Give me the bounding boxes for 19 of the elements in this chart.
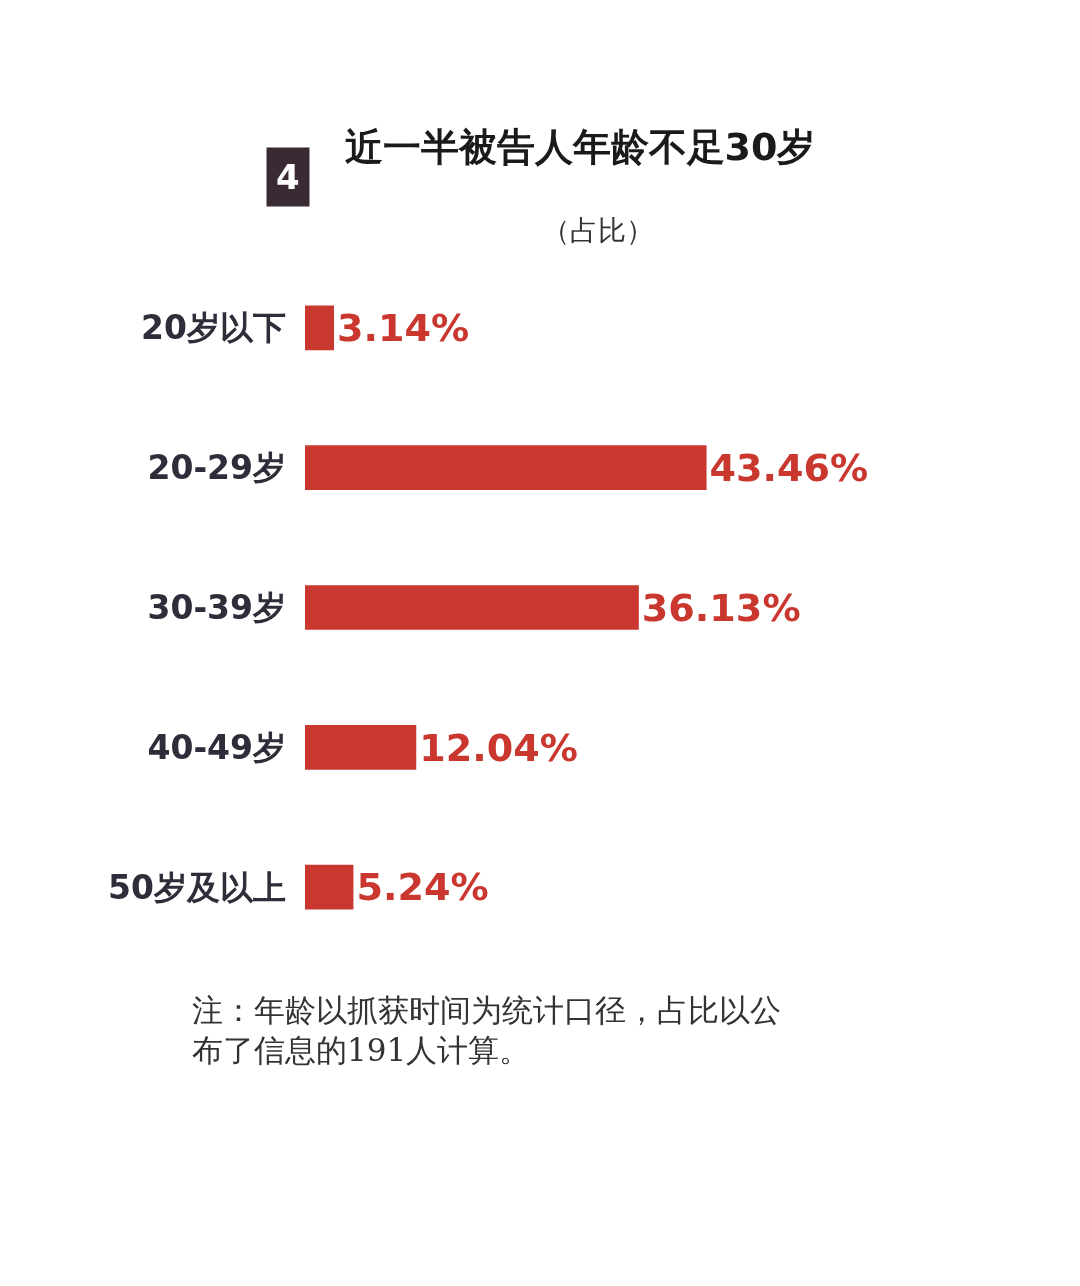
chart-subtitle: （占比）: [542, 214, 654, 247]
y-tick-label: 30-39岁: [147, 588, 286, 628]
data-label: 36.13%: [641, 585, 801, 630]
data-label: 3.14%: [337, 306, 470, 351]
y-tick-label: 40-49岁: [147, 727, 286, 767]
data-label: 43.46%: [709, 445, 869, 490]
data-label: 12.04%: [419, 725, 578, 770]
text: 注：年龄以抓获时间为统计口径，占比以公布了信息的191人计算。: [192, 992, 781, 1069]
data-label: 5.24%: [356, 865, 489, 910]
bar: [305, 585, 639, 630]
bar: [305, 724, 417, 770]
bar: [305, 445, 707, 491]
chart-title: 近一半被告人年龄不足30岁: [344, 125, 816, 170]
y-tick-label: 20-29岁: [147, 448, 286, 488]
text: 4: [276, 157, 300, 197]
bar: [305, 305, 335, 351]
bar: [305, 864, 354, 910]
y-tick-label: 50岁及以上: [108, 867, 286, 907]
y-tick-label: 20岁以下: [141, 308, 286, 348]
